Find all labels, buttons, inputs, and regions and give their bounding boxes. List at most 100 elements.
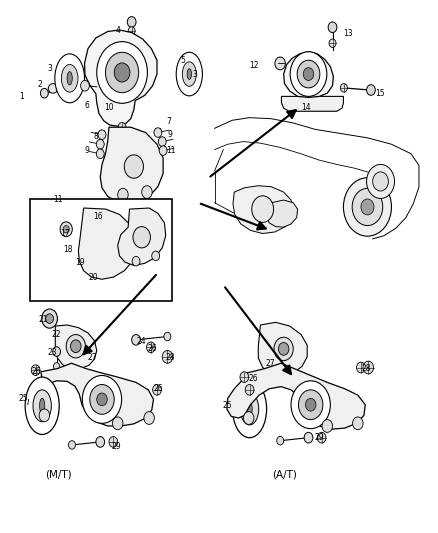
Text: (A/T): (A/T) <box>272 470 297 480</box>
Ellipse shape <box>25 377 59 434</box>
Circle shape <box>322 419 332 432</box>
Polygon shape <box>266 200 297 227</box>
Circle shape <box>97 42 148 103</box>
Text: 9: 9 <box>168 130 173 139</box>
Circle shape <box>60 222 72 237</box>
Polygon shape <box>85 30 157 126</box>
Circle shape <box>132 335 141 345</box>
Ellipse shape <box>182 62 196 86</box>
Bar <box>30 199 172 301</box>
Polygon shape <box>100 127 163 204</box>
Circle shape <box>85 244 104 268</box>
Text: 28: 28 <box>362 364 371 373</box>
Text: 27: 27 <box>88 353 97 362</box>
Circle shape <box>373 172 389 191</box>
Circle shape <box>152 251 159 261</box>
Text: 8: 8 <box>93 132 98 141</box>
Circle shape <box>128 27 135 35</box>
Circle shape <box>40 88 48 98</box>
Polygon shape <box>282 96 343 111</box>
Circle shape <box>71 340 81 353</box>
Circle shape <box>303 68 314 80</box>
Circle shape <box>133 227 150 248</box>
Text: 26: 26 <box>148 344 157 353</box>
Text: 2: 2 <box>38 80 42 89</box>
Circle shape <box>81 80 89 91</box>
Ellipse shape <box>33 390 51 422</box>
Circle shape <box>357 362 365 373</box>
Circle shape <box>328 22 337 33</box>
Circle shape <box>361 199 374 215</box>
Circle shape <box>118 188 128 201</box>
Text: 11: 11 <box>166 146 176 155</box>
Polygon shape <box>233 185 294 233</box>
Circle shape <box>164 332 171 341</box>
Circle shape <box>353 417 363 430</box>
Circle shape <box>118 123 126 132</box>
Circle shape <box>66 335 85 358</box>
Circle shape <box>106 52 139 93</box>
Text: 25: 25 <box>222 401 232 410</box>
Circle shape <box>68 441 75 449</box>
Circle shape <box>154 128 162 138</box>
Circle shape <box>279 343 289 356</box>
Polygon shape <box>284 52 333 98</box>
Circle shape <box>109 437 118 447</box>
Polygon shape <box>227 364 365 429</box>
Text: 26: 26 <box>32 367 41 376</box>
Circle shape <box>158 137 166 147</box>
Circle shape <box>96 437 105 447</box>
Text: (M/T): (M/T) <box>45 470 72 480</box>
Text: 24: 24 <box>137 337 146 346</box>
Circle shape <box>89 249 100 262</box>
Text: 1: 1 <box>19 92 24 101</box>
Circle shape <box>343 177 392 236</box>
Text: 16: 16 <box>93 212 102 221</box>
Ellipse shape <box>176 52 202 96</box>
Circle shape <box>340 84 347 92</box>
Ellipse shape <box>247 401 252 416</box>
Text: 28: 28 <box>166 353 175 362</box>
Circle shape <box>31 365 40 375</box>
Circle shape <box>252 196 274 222</box>
Text: 5: 5 <box>181 56 186 64</box>
Text: 23: 23 <box>47 348 57 357</box>
Circle shape <box>46 314 53 324</box>
Circle shape <box>363 361 374 374</box>
Text: 11: 11 <box>53 195 62 204</box>
Circle shape <box>142 185 152 198</box>
Text: 7: 7 <box>166 117 171 126</box>
Text: 21: 21 <box>39 315 48 324</box>
Circle shape <box>113 417 123 430</box>
Circle shape <box>274 337 293 361</box>
Ellipse shape <box>61 64 78 92</box>
Circle shape <box>275 57 286 70</box>
Circle shape <box>159 146 167 156</box>
Text: 25: 25 <box>18 394 28 403</box>
Text: 4: 4 <box>115 26 120 35</box>
Ellipse shape <box>187 69 191 79</box>
Text: 13: 13 <box>343 29 353 38</box>
Circle shape <box>39 409 49 422</box>
Circle shape <box>240 372 249 382</box>
Circle shape <box>352 188 383 225</box>
Text: 14: 14 <box>301 102 311 111</box>
Circle shape <box>63 225 69 233</box>
Circle shape <box>114 63 130 82</box>
Circle shape <box>162 351 173 364</box>
Text: 26: 26 <box>248 374 258 383</box>
Text: 29: 29 <box>314 433 324 442</box>
Circle shape <box>42 309 57 328</box>
Text: 22: 22 <box>52 330 61 339</box>
Text: 17: 17 <box>60 229 70 238</box>
Circle shape <box>90 384 114 414</box>
Circle shape <box>127 17 136 27</box>
Text: 26: 26 <box>154 384 163 393</box>
Ellipse shape <box>55 54 85 103</box>
Circle shape <box>96 140 104 149</box>
Polygon shape <box>258 322 307 375</box>
Text: 15: 15 <box>375 88 385 98</box>
Circle shape <box>124 155 144 178</box>
Circle shape <box>290 52 327 96</box>
Text: 29: 29 <box>112 442 121 451</box>
